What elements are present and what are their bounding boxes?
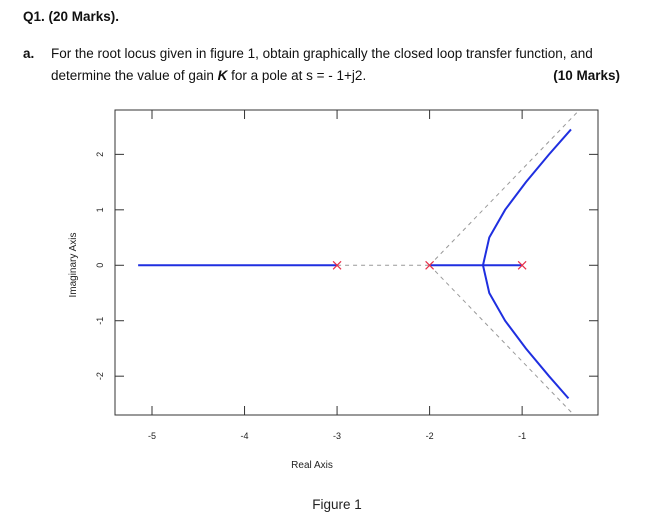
pole-marker <box>425 260 435 270</box>
y-tick-label: -2 <box>95 372 105 380</box>
question-line: For the root locus given in figure 1, ob… <box>51 46 593 61</box>
locus-branch <box>482 128 572 266</box>
y-tick-label: -1 <box>95 317 105 325</box>
gain-symbol: K <box>217 68 228 83</box>
pole-marker <box>517 260 527 270</box>
text: for a pole at s = - 1+j2. <box>227 68 367 83</box>
y-tick-label: 0 <box>95 263 105 268</box>
part-label: a. <box>23 46 35 61</box>
pole-marker <box>332 260 342 270</box>
x-tick-label: -5 <box>148 431 156 441</box>
text: determine the value of gain <box>51 68 218 83</box>
asymptote <box>429 264 575 415</box>
locus-branch <box>482 265 570 400</box>
plot-frame <box>114 109 599 416</box>
x-tick-label: -1 <box>518 431 526 441</box>
figure-caption: Figure 1 <box>312 497 362 512</box>
question-title: Q1. (20 Marks). <box>23 9 120 24</box>
question-line: determine the value of gain K for a pole… <box>51 68 366 83</box>
x-tick-label: -3 <box>333 431 341 441</box>
marks: (10 Marks) <box>553 68 620 83</box>
x-axis-label: Real Axis <box>291 460 333 471</box>
x-tick-label: -2 <box>426 431 434 441</box>
y-axis-label: Imaginary Axis <box>68 232 79 297</box>
y-tick-label: 2 <box>95 152 105 157</box>
x-tick-label: -4 <box>241 431 249 441</box>
asymptote <box>429 112 578 266</box>
y-tick-label: 1 <box>95 207 105 212</box>
